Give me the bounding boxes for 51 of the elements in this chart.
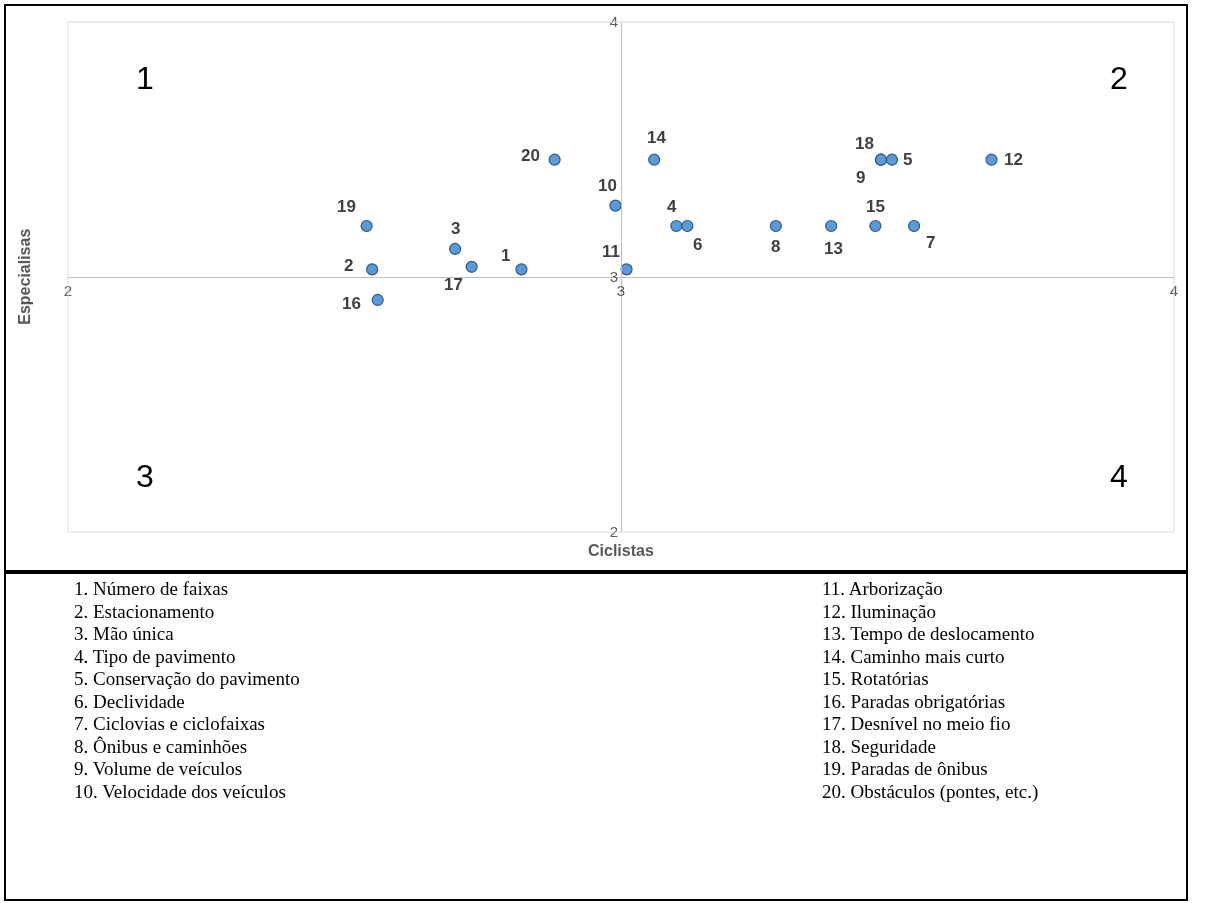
text: 12. Iluminação bbox=[822, 600, 937, 623]
text: 16. Paradas obrigatórias bbox=[822, 690, 1007, 713]
text: 18. Seguridade bbox=[822, 735, 937, 758]
text: 13. Tempo de deslocamento bbox=[822, 623, 1036, 646]
text: 19. Paradas de ônibus bbox=[822, 758, 989, 781]
annotation: 3 bbox=[136, 458, 154, 494]
text: 10. Velocidade dos veículos bbox=[74, 780, 287, 803]
text: 9. Volume de veículos bbox=[74, 758, 244, 781]
y-tick-label: 3 bbox=[609, 268, 618, 286]
annotation: 14 bbox=[647, 128, 667, 147]
y-tick-label: 2 bbox=[609, 523, 618, 541]
annotation: 19 bbox=[337, 197, 356, 216]
annotation: 11 bbox=[602, 242, 620, 261]
text: 17. Desnível no meio fio bbox=[822, 713, 1012, 736]
annotation: 18 bbox=[855, 134, 874, 153]
text: 3. Mão única bbox=[74, 623, 175, 646]
text: 2. Estacionamento bbox=[74, 600, 216, 623]
text: 6. Declividade bbox=[74, 690, 186, 713]
annotation: 12 bbox=[1004, 150, 1023, 169]
annotation: 4 bbox=[1110, 458, 1128, 494]
text: 11. Arborização bbox=[822, 578, 944, 601]
annotation: 20 bbox=[521, 146, 540, 165]
text: 8. Ônibus e caminhões bbox=[74, 735, 249, 758]
y-axis-title: Especialisas bbox=[15, 228, 33, 325]
text: 20. Obstáculos (pontes, etc.) bbox=[822, 780, 1039, 803]
annotation: 1 bbox=[136, 60, 154, 96]
annotation: 10 bbox=[598, 176, 617, 195]
x-axis-title: Ciclistas bbox=[588, 542, 654, 559]
annotation: 2 bbox=[344, 256, 354, 275]
annotation: 1 bbox=[501, 246, 511, 265]
text: 5. Conservação do pavimento bbox=[74, 668, 300, 691]
text: 7. Ciclovias e ciclofaixas bbox=[74, 713, 266, 736]
annotation: 9 bbox=[856, 168, 866, 187]
annotation: 13 bbox=[824, 239, 843, 258]
x-tick-label: 2 bbox=[63, 282, 73, 299]
annotation: 16 bbox=[342, 294, 361, 313]
x-tick-label: 4 bbox=[1169, 282, 1179, 299]
annotation: 4 bbox=[667, 197, 677, 216]
text: 14. Caminho mais curto bbox=[822, 645, 1006, 668]
text: 4. Tipo de pavimento bbox=[74, 645, 237, 668]
annotation: 7 bbox=[926, 233, 936, 252]
annotation: 5 bbox=[903, 150, 913, 169]
y-tick-label: 4 bbox=[609, 13, 618, 31]
annotation: 2 bbox=[1110, 60, 1128, 96]
annotation: 3 bbox=[451, 219, 461, 238]
annotation: 15 bbox=[866, 197, 885, 216]
annotation: 6 bbox=[693, 235, 703, 254]
annotation: 8 bbox=[771, 237, 781, 256]
text: 15. Rotatórias bbox=[822, 668, 930, 691]
annotation: 17 bbox=[444, 275, 463, 294]
text: 1. Número de faixas bbox=[74, 578, 230, 601]
